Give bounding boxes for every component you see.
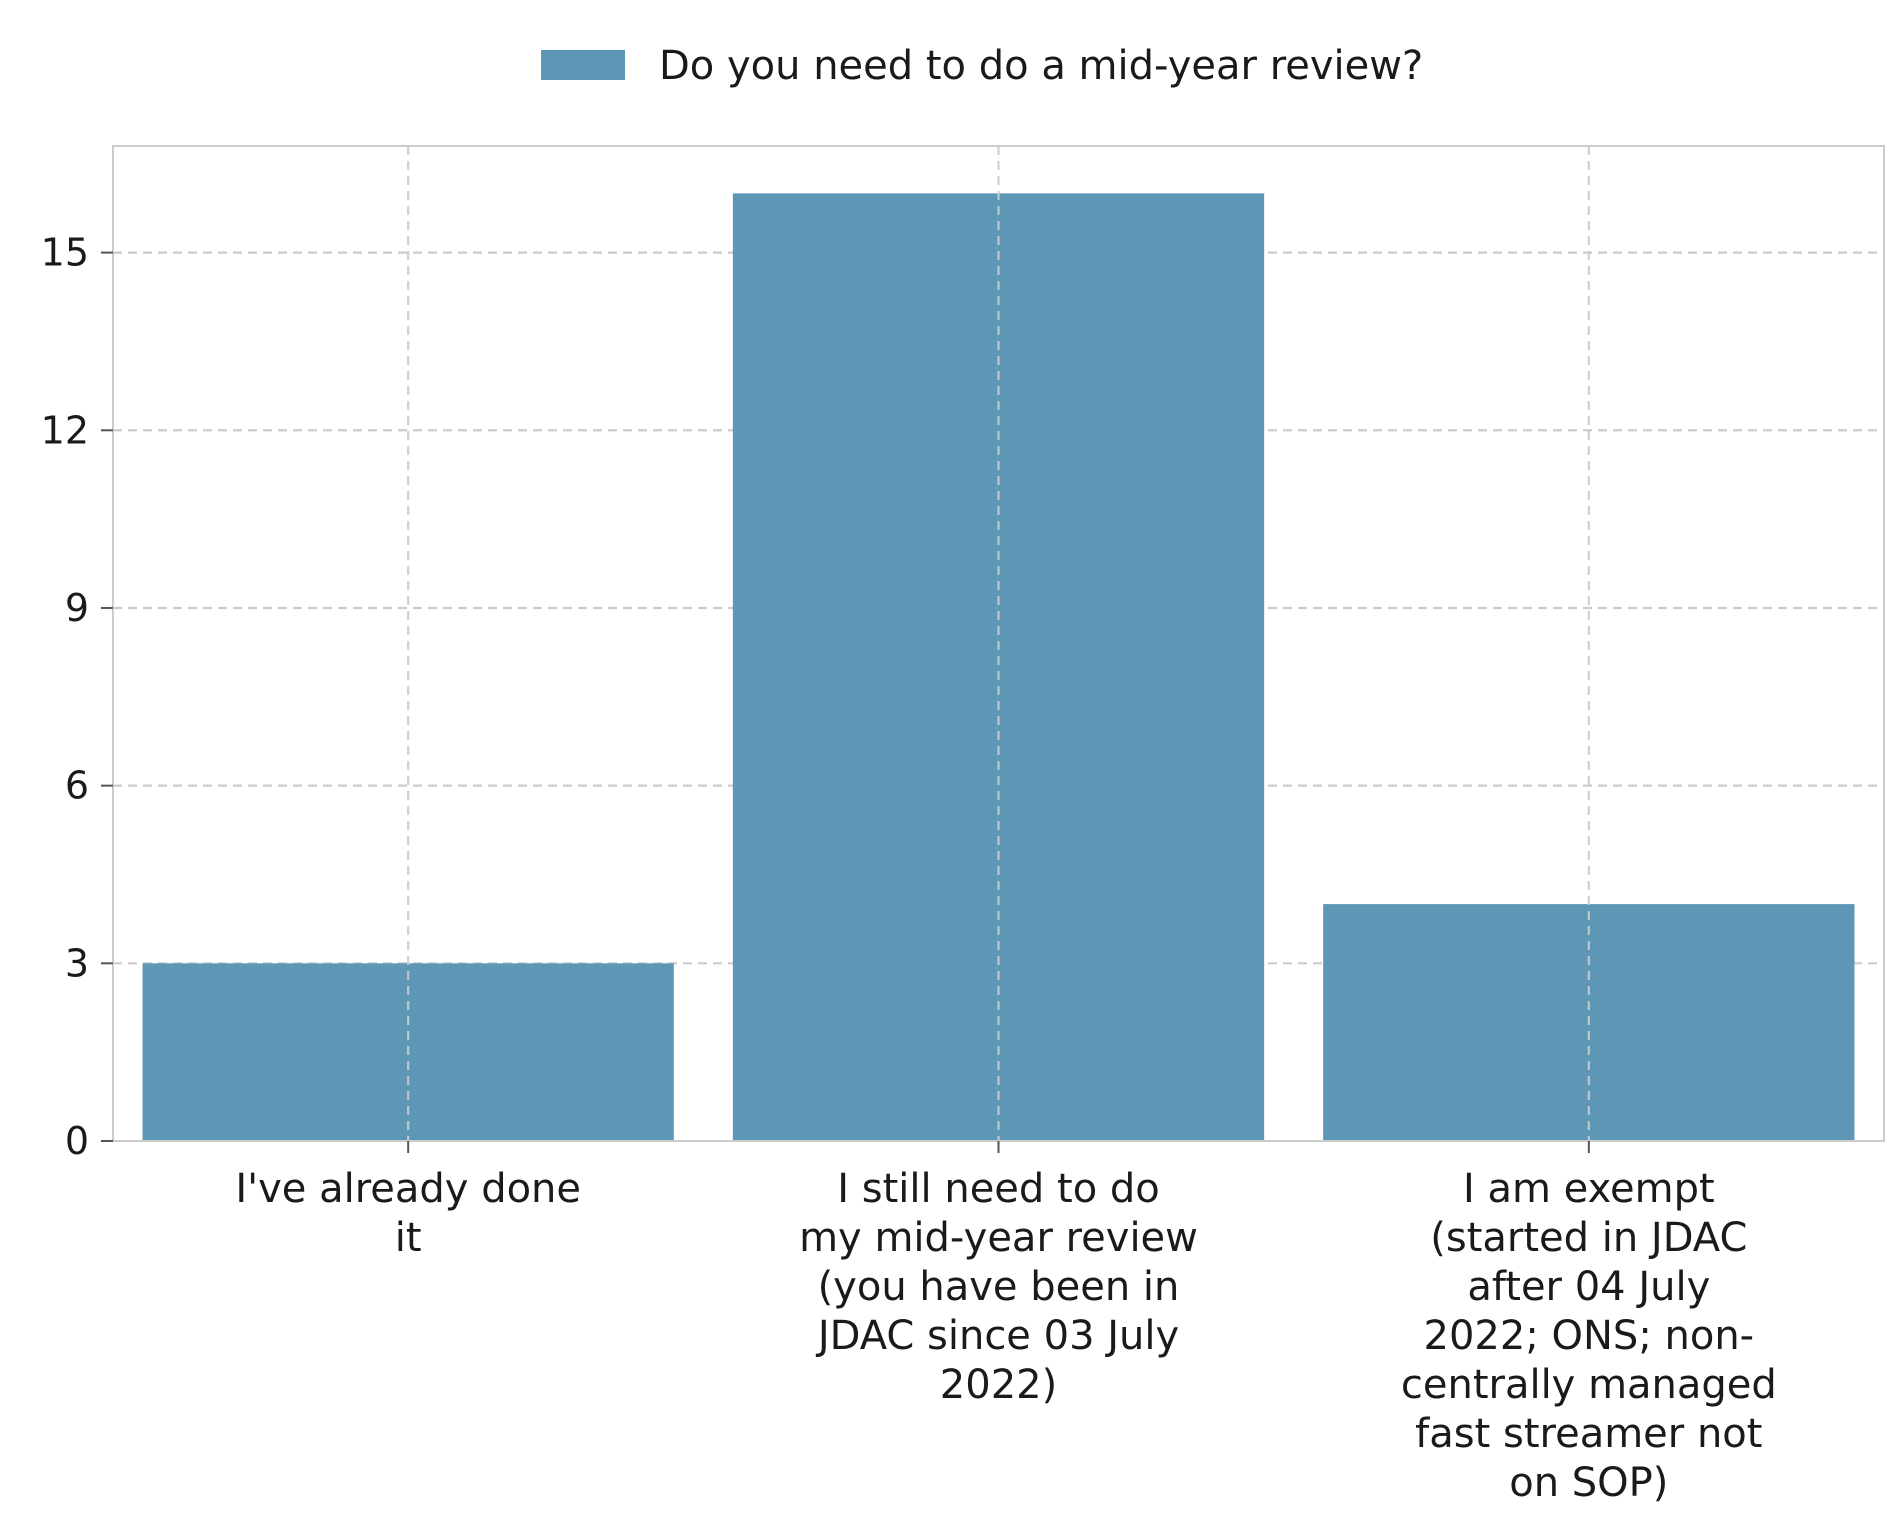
y-tick-label: 6 [65,764,89,808]
x-tick-label-line: on SOP) [1509,1460,1668,1506]
x-tick-label: I am exempt (started in JDAC after 04 July… [1401,1166,1777,1506]
y-tick-label: 3 [65,941,89,985]
legend-swatch [541,50,625,80]
x-tick-label-line: JDAC since 03 July [815,1313,1179,1359]
bars [142,193,1855,1141]
axes: 0 3 6 9 12 15 I've already done it I still need … [41,145,1885,1506]
x-tick-label: I've already done it [235,1166,581,1261]
x-tick-label: I still need to do my mid-year review (you… [799,1166,1198,1408]
x-tick-label-line: I still need to do [837,1166,1160,1212]
x-tick-label-line: my mid-year review [799,1215,1198,1261]
y-tick-label: 9 [65,586,89,630]
x-tick-label-line: I've already done [235,1166,581,1212]
x-tick-label-line: fast streamer not [1415,1411,1762,1457]
y-tick-label: 12 [41,408,89,452]
x-tick-label-line: 2022) [940,1362,1057,1408]
vertical-grid [407,146,1590,1141]
x-tick-label-line: it [395,1215,422,1261]
legend: Do you need to do a mid-year review? [541,43,1423,89]
bar [732,193,1265,1141]
x-tick-label-line: (you have been in [818,1264,1180,1310]
x-tick-label-line: centrally managed [1401,1362,1777,1408]
y-tick-label: 15 [41,231,89,275]
x-tick-label-line: (started in JDAC [1430,1215,1747,1261]
x-tick-label-line: after 04 July [1467,1264,1710,1310]
x-tick-label-line: I am exempt [1463,1166,1715,1212]
legend-label: Do you need to do a mid-year review? [659,43,1423,89]
x-tick-label-line: 2022; ONS; non- [1424,1313,1755,1359]
y-tick-label: 0 [65,1119,89,1163]
